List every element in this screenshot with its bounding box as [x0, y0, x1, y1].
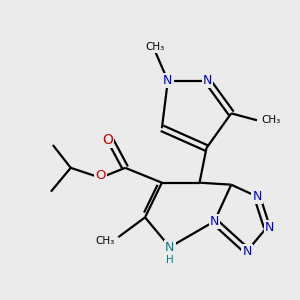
Text: N: N	[165, 241, 175, 254]
Text: CH₃: CH₃	[145, 42, 165, 52]
Text: H: H	[166, 255, 174, 265]
Text: N: N	[252, 190, 262, 203]
Text: O: O	[102, 133, 113, 147]
Text: N: N	[265, 221, 274, 234]
Text: N: N	[163, 74, 172, 87]
Text: N: N	[210, 215, 219, 228]
Text: O: O	[95, 169, 106, 182]
Text: N: N	[242, 244, 252, 258]
Text: N: N	[203, 74, 212, 87]
Text: CH₃: CH₃	[95, 236, 114, 246]
Text: CH₃: CH₃	[261, 115, 280, 125]
